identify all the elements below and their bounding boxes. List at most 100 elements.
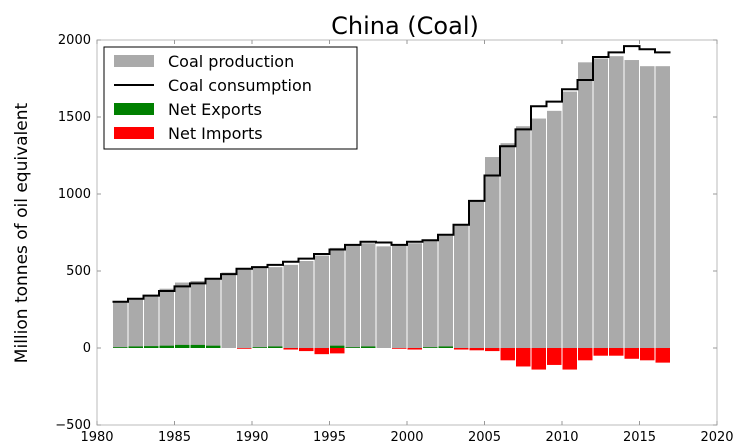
y-tick-label: 500 <box>66 264 91 279</box>
net-imports-bar <box>469 348 484 351</box>
net-exports-bar <box>423 347 438 348</box>
x-tick-label: 1995 <box>313 430 346 444</box>
net-imports-bar <box>640 348 655 361</box>
legend: Coal production Coal consumption Net Expor… <box>103 46 358 150</box>
plot-area <box>112 45 671 370</box>
net-imports-bar <box>299 348 314 352</box>
production-bar <box>190 281 205 348</box>
net-exports-bar <box>175 344 190 348</box>
production-bar <box>438 235 453 348</box>
net-imports-bar <box>531 348 546 370</box>
net-imports-bar <box>454 348 469 350</box>
x-tick-label: 1985 <box>158 430 191 444</box>
net-exports-bar <box>268 346 283 348</box>
x-tick-label: 1980 <box>80 430 113 444</box>
net-exports-bar <box>330 345 345 348</box>
net-imports-bar <box>485 348 500 352</box>
production-bar <box>361 243 376 348</box>
production-bar <box>609 56 624 349</box>
legend-label: Net Exports <box>168 100 262 119</box>
production-bar <box>113 301 128 348</box>
y-tick-label: 2000 <box>58 33 91 48</box>
x-tick-label: 2020 <box>700 430 733 444</box>
net-exports-bar <box>438 346 453 348</box>
y-tick-label: −500 <box>55 418 91 433</box>
net-imports-bar <box>500 348 515 361</box>
legend-swatch <box>114 103 154 115</box>
production-bar <box>175 282 190 348</box>
net-exports-bar <box>144 346 159 348</box>
y-tick-label: 0 <box>83 341 91 356</box>
y-tick-label: 1500 <box>58 110 91 125</box>
production-bar <box>469 200 484 348</box>
net-imports-bar <box>609 348 624 356</box>
chart-title: China (Coal) <box>331 12 479 40</box>
net-imports-bar <box>578 348 593 361</box>
production-bar <box>562 91 577 348</box>
production-bar <box>159 288 174 348</box>
production-bar <box>547 110 562 348</box>
production-bar <box>655 66 670 349</box>
net-imports-bar <box>237 348 252 349</box>
net-imports-bar <box>392 348 407 349</box>
production-bar <box>128 298 143 348</box>
x-tick-label: 2010 <box>545 430 578 444</box>
net-exports-bar <box>190 344 205 348</box>
net-imports-bar <box>314 348 329 355</box>
production-bar <box>330 247 345 348</box>
production-bar <box>206 278 221 348</box>
x-tick-label: 1990 <box>235 430 268 444</box>
production-bar <box>221 272 236 348</box>
net-exports-bar <box>206 345 221 348</box>
production-bar <box>593 58 608 348</box>
production-bar <box>299 260 314 348</box>
net-exports-bar <box>252 347 267 348</box>
production-bar <box>392 245 407 348</box>
y-axis-label: Million tonnes of oil equivalent <box>12 102 32 363</box>
net-imports-bar <box>593 348 608 356</box>
net-exports-bar <box>361 346 376 348</box>
net-imports-bar <box>407 348 422 350</box>
net-imports-bar <box>547 348 562 365</box>
net-imports-bar <box>330 348 345 354</box>
production-bar <box>624 60 639 349</box>
legend-swatch <box>114 55 154 67</box>
production-bar <box>578 62 593 348</box>
production-bar <box>407 243 422 348</box>
production-bar <box>144 294 159 348</box>
net-exports-bar <box>345 347 360 348</box>
net-imports-bar <box>562 348 577 370</box>
net-imports-bar <box>624 348 639 359</box>
net-exports-bar <box>128 346 143 348</box>
y-tick-label: 1000 <box>58 187 91 202</box>
net-exports-bar <box>159 345 174 348</box>
production-bar <box>640 66 655 349</box>
production-bar <box>237 269 252 348</box>
legend-swatch <box>114 127 154 139</box>
net-imports-bar <box>655 348 670 363</box>
legend-label: Coal production <box>168 52 294 71</box>
consumption-line <box>112 45 671 303</box>
net-imports-bar <box>283 348 298 350</box>
x-tick-label: 2000 <box>390 430 423 444</box>
production-bar <box>268 267 283 348</box>
axis-ticks: 1980 1985 1990 1995 2000 2005 2010 2015 2020 −500… <box>55 33 733 444</box>
legend-label: Coal consumption <box>168 76 312 95</box>
legend-label: Net Imports <box>168 124 263 143</box>
x-tick-label: 2005 <box>468 430 501 444</box>
production-bar <box>500 143 515 348</box>
production-bar <box>485 157 500 348</box>
net-exports-bar <box>113 347 128 348</box>
production-bar <box>376 246 391 348</box>
x-tick-label: 2015 <box>623 430 656 444</box>
production-bar <box>252 267 267 348</box>
net-imports-bar <box>516 348 531 367</box>
production-bar <box>454 224 469 348</box>
production-bar <box>516 126 531 349</box>
production-bar <box>531 118 546 348</box>
production-bar <box>314 255 329 348</box>
production-bar <box>283 264 298 348</box>
production-bar <box>423 240 438 348</box>
production-bar <box>345 244 360 348</box>
